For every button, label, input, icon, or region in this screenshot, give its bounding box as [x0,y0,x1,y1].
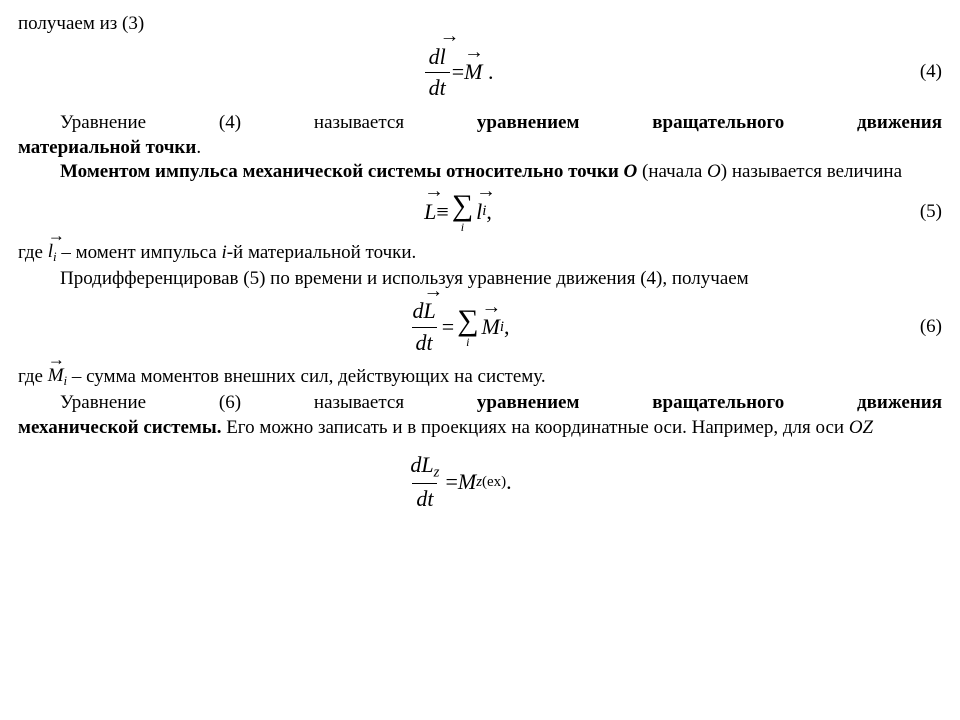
sigma-icon: ∑ i [457,306,478,348]
equation-5: →L ≡ ∑ i →li, (5) [18,191,942,233]
paragraph-eq6-name-line2: механической системы. Его можно записать… [18,416,942,441]
paragraph-intro: получаем из (3) [18,12,942,37]
equation-6-number: (6) [898,315,942,340]
equation-4-number: (4) [898,60,942,85]
paragraph-diff-5: Продифференцировав (5) по времени и испо… [18,267,942,292]
paragraph-eq4-name-line2: материальной точки. [18,136,942,161]
equation-4-body: d→l dt = →M . [18,43,898,103]
equation-4: d→l dt = →M . (4) [18,43,942,103]
sigma-icon: ∑ i [452,191,473,233]
equation-6: d→L dt = ∑ i →Mi, (6) [18,297,942,357]
paragraph-eq6-name-line1: Уравнение (6) называется уравнением вращ… [18,391,942,416]
paragraph-eq4-name-line1: Уравнение (4) называется уравнением вращ… [18,111,942,136]
equation-6-body: d→L dt = ∑ i →Mi, [18,297,898,357]
equation-5-number: (5) [898,200,942,225]
equation-5-body: →L ≡ ∑ i →li, [18,191,898,233]
paragraph-where-li: где →li – момент импульса i-й материальн… [18,241,942,267]
equation-dlz-body: dLz dt = Mz(ex). [18,451,898,515]
paragraph-where-mi: где →Mi – сумма моментов внешних сил, де… [18,365,942,391]
equation-dlz: dLz dt = Mz(ex). [18,451,942,515]
